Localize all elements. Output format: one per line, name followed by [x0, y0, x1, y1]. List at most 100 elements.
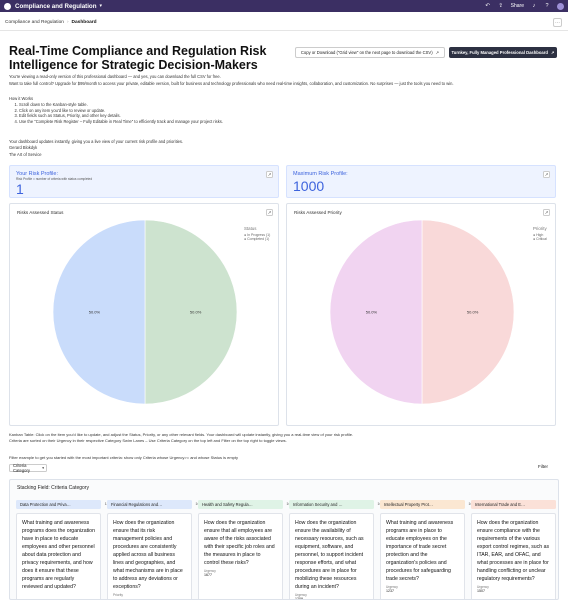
- intro-line-2: Want to take full control? Upgrade for $…: [9, 80, 454, 86]
- card-question: How does the organization ensure the ava…: [295, 520, 364, 590]
- pie-slice-label: 50.0%: [366, 310, 378, 315]
- kanban-column-header[interactable]: Data Protection and Priva… 110: [16, 500, 111, 509]
- kanban-card[interactable]: How does the organization ensure complia…: [471, 513, 556, 599]
- column-title: Data Protection and Priva…: [20, 502, 71, 507]
- expand-icon[interactable]: ↗: [266, 171, 273, 178]
- more-options-icon[interactable]: ⋯: [553, 18, 562, 27]
- card-question: What training and awareness programs doe…: [22, 520, 95, 590]
- kanban-board: Stacking Field: Criteria Category Data P…: [9, 479, 559, 600]
- chart-legend: Priority ● High ● Critical: [533, 226, 547, 242]
- card-question: How does the organization ensure that it…: [113, 520, 183, 590]
- copy-download-label: Copy or Download ("Grid view" on the nex…: [300, 50, 433, 55]
- chart-legend: Status ● In Progress (1) ● Completed (1): [244, 226, 270, 242]
- copy-download-button[interactable]: Copy or Download ("Grid view" on the nex…: [295, 47, 445, 58]
- kanban-column-header[interactable]: Health and Safety Regula… 100: [198, 500, 293, 509]
- pie-slice[interactable]: [329, 219, 423, 405]
- card-question: How does the organization ensure that al…: [204, 520, 275, 566]
- breadcrumb: Compliance and Regulation › Dashboard: [5, 20, 97, 25]
- legend-swatch: ●: [533, 237, 537, 242]
- card-field-label: Priority: [113, 593, 123, 597]
- expand-icon[interactable]: ↗: [266, 209, 273, 216]
- legend-item: ● Completed (1): [244, 237, 270, 242]
- column-title: Financial Regulations and…: [111, 502, 163, 507]
- footer-line-1: Your dashboard updates instantly, giving…: [9, 139, 184, 144]
- pie-slice[interactable]: [421, 219, 515, 405]
- pie-chart-priority: 50.0% 50.0%: [329, 219, 515, 405]
- intro-line-1: You're viewing a read-only version of th…: [9, 74, 221, 79]
- share-button[interactable]: Share: [510, 3, 524, 9]
- column-title: Intellectual Property Prot…: [384, 502, 433, 507]
- kanban-column: Data Protection and Priva… 110 What trai…: [16, 500, 111, 599]
- app-title: Compliance and Regulation: [15, 2, 97, 10]
- kanban-column: Intellectual Property Prot… 100 What tra…: [380, 500, 475, 599]
- kpi-value: 1000: [293, 178, 325, 194]
- history-icon[interactable]: ↶: [485, 3, 490, 9]
- chevron-down-icon: ▾: [42, 466, 44, 470]
- stacking-field-label: Stacking Field: Criteria Category: [17, 485, 89, 491]
- howto-step: Edit fields such as Status, Priority, an…: [19, 113, 223, 119]
- pie-chart-status: 50.0% 50.0%: [52, 219, 238, 405]
- app-topbar: Compliance and Regulation ▾ ↶ ⇪ Share ♪ …: [0, 0, 568, 12]
- column-title: Information Security and …: [293, 502, 343, 507]
- kanban-column-header[interactable]: Information Security and … 100: [289, 500, 384, 509]
- breadcrumb-separator-icon: ›: [66, 20, 69, 25]
- legend-label: In Progress (1): [247, 232, 271, 237]
- column-title: International Trade and E…: [475, 502, 526, 507]
- legend-label: High: [536, 232, 544, 237]
- breadcrumb-parent[interactable]: Compliance and Regulation: [5, 20, 64, 25]
- kpi-value: 1: [16, 181, 24, 197]
- card-field-value: 1237: [386, 589, 394, 593]
- howto-step: Scroll down to the Kanban-style table.: [19, 102, 223, 108]
- share-icon[interactable]: ⇪: [498, 3, 503, 9]
- kanban-card[interactable]: How does the organization ensure that it…: [107, 513, 192, 599]
- kanban-column: Financial Regulations and… 100 How does …: [107, 500, 202, 599]
- criteria-category-dropdown[interactable]: Criteria Category ▾: [9, 463, 47, 473]
- kanban-column-header[interactable]: Intellectual Property Prot… 100: [380, 500, 475, 509]
- kpi-label: Maximum Risk Profile:: [293, 171, 348, 177]
- expand-icon[interactable]: ↗: [543, 209, 550, 216]
- kanban-info-2: Criteria are sorted on their Urgency in …: [9, 438, 287, 444]
- card-field-label: Urgency: [477, 585, 489, 589]
- kanban-card[interactable]: What training and awareness programs doe…: [16, 513, 101, 599]
- kanban-card[interactable]: What training and awareness programs are…: [380, 513, 465, 599]
- author-name: Gerard Blokdyk: [9, 145, 38, 151]
- app-logo-icon: [4, 2, 11, 10]
- legend-label: Critical: [536, 237, 547, 242]
- howto-step: Click on any item you'd like to review o…: [19, 108, 223, 114]
- legend-item: ● Critical: [533, 237, 547, 242]
- chart-title: Risks Assessed Status: [17, 210, 64, 215]
- kanban-column-header[interactable]: International Trade and E… 100: [471, 500, 556, 509]
- kanban-column: Health and Safety Regula… 100 How does t…: [198, 500, 293, 599]
- pie-slice-label: 50.0%: [190, 310, 202, 315]
- notification-bell-icon[interactable]: ♪: [532, 3, 536, 9]
- dropdown-label: Criteria Category: [13, 463, 30, 473]
- legend-item: ● High: [533, 233, 547, 238]
- card-field-value: 1209: [295, 597, 303, 600]
- pie-slice-label: 50.0%: [467, 310, 479, 315]
- filter-button[interactable]: Filter: [538, 464, 548, 469]
- kanban-column: International Trade and E… 100 How does …: [471, 500, 556, 599]
- help-icon[interactable]: ?: [545, 3, 549, 9]
- pie-slice[interactable]: [144, 219, 238, 405]
- card-field-label: Urgency: [204, 569, 216, 573]
- legend-title: Priority: [533, 226, 547, 231]
- expand-icon[interactable]: ↗: [543, 171, 550, 178]
- managed-dashboard-button[interactable]: Turnkey, Fully Managed Professional Dash…: [449, 47, 557, 58]
- company-name: The Art of Service: [9, 151, 42, 157]
- legend-item: ● In Progress (1): [244, 233, 270, 238]
- kanban-column-header[interactable]: Financial Regulations and… 100: [107, 500, 202, 509]
- column-title: Health and Safety Regula…: [202, 502, 253, 507]
- pie-slice[interactable]: [52, 219, 146, 405]
- chevron-down-icon[interactable]: ▾: [99, 3, 102, 9]
- chart-card-priority: Risks Assessed Priority ↗ 50.0% 50.0% Pri…: [286, 203, 556, 426]
- card-field-value: 1507: [477, 589, 485, 593]
- breadcrumb-current: Dashboard: [71, 20, 97, 25]
- kpi-max-risk[interactable]: Maximum Risk Profile: 1000 ↗: [286, 165, 556, 198]
- kpi-risk-profile[interactable]: Your Risk Profile: Risk Profile = number…: [9, 165, 279, 198]
- kanban-card[interactable]: How does the organization ensure that al…: [198, 513, 283, 599]
- external-link-icon: ↗: [550, 50, 555, 55]
- filter-note: Filter example to get you started with t…: [9, 455, 238, 460]
- kanban-card[interactable]: How does the organization ensure the ava…: [289, 513, 374, 600]
- card-question: How does the organization ensure complia…: [477, 520, 550, 582]
- user-avatar[interactable]: [557, 2, 564, 10]
